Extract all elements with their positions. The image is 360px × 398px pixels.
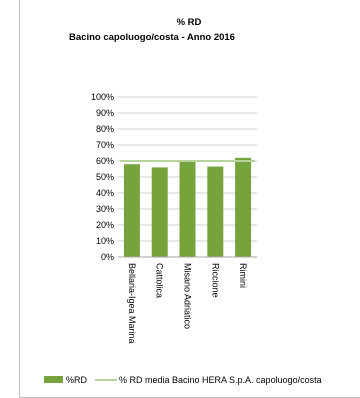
y-tick-label: 0% [101, 252, 114, 262]
y-tick-label: 40% [96, 188, 114, 198]
y-tick-label: 60% [96, 156, 114, 166]
legend-label-line: % RD media Bacino HERA S.p.A. capoluogo/… [119, 375, 322, 385]
y-tick-label: 20% [96, 220, 114, 230]
y-tick-label: 10% [96, 236, 114, 246]
bar [179, 161, 196, 257]
y-tick-label: 100% [91, 92, 114, 102]
chart-subtitle: Bacino capoluogo/costa - Anno 2016 [69, 32, 235, 43]
bar [151, 167, 168, 257]
y-axis-ticks: 0% 10% 20% 30% 40% 50% 60% 70% 80% 90% 100% [91, 92, 114, 262]
bar [235, 157, 252, 257]
chart-title: % RD [177, 17, 202, 28]
y-tick-label: 90% [96, 108, 114, 118]
x-category-label: Cattolica [155, 263, 165, 298]
y-tick-label: 30% [96, 204, 114, 214]
legend-label-bar: %RD [66, 375, 88, 385]
y-tick-label: 70% [96, 140, 114, 150]
x-axis-categories: Bellaria-Igea Marina Cattolica Misano Adri… [127, 263, 248, 344]
y-tick-label: 80% [96, 124, 114, 134]
legend: %RD % RD media Bacino HERA S.p.A. capolu… [44, 375, 322, 385]
x-category-label: Riccione [210, 263, 220, 298]
x-category-label: Rimini [238, 263, 248, 288]
y-tick-label: 50% [96, 172, 114, 182]
x-category-label: Misano Adriatico [183, 263, 193, 329]
x-category-label: Bellaria-Igea Marina [127, 263, 137, 344]
bars [123, 157, 252, 257]
legend-swatch-bar [44, 376, 63, 383]
bar [207, 166, 224, 257]
bar [123, 164, 140, 257]
